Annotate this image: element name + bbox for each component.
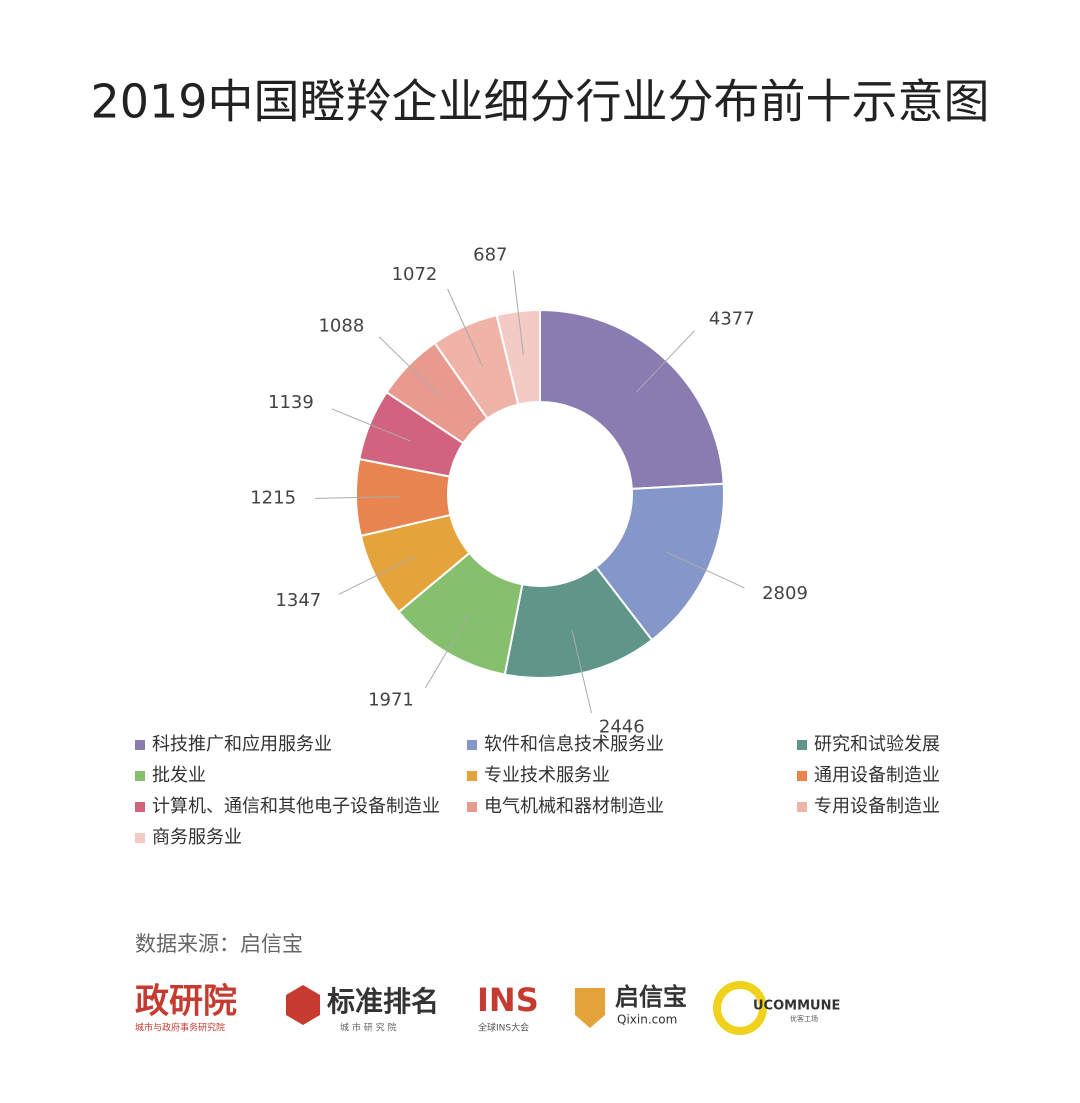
legend-label: 专业技术服务业 — [484, 765, 610, 786]
legend-label: 科技推广和应用服务业 — [152, 734, 332, 755]
data-label: 1072 — [392, 264, 438, 285]
chart-title: 2019中国瞪羚企业细分行业分布前十示意图 — [90, 75, 989, 129]
legend-label: 商务服务业 — [152, 827, 242, 848]
leader-line — [338, 556, 415, 595]
legend-label: 软件和信息技术服务业 — [484, 734, 664, 755]
legend-swatch — [135, 833, 145, 843]
leader-line — [447, 288, 483, 367]
data-label: 2809 — [762, 583, 808, 604]
logo-subtext: 城市与政府事务研究院 — [135, 1022, 225, 1034]
data-label: 1139 — [268, 392, 314, 413]
data-label: 4377 — [709, 309, 755, 330]
legend-swatch — [467, 802, 477, 812]
legend-swatch — [135, 802, 145, 812]
legend-label: 专用设备制造业 — [814, 796, 940, 817]
legend-label: 计算机、通信和其他电子设备制造业 — [152, 796, 440, 817]
logo-subtext: 优客工场 — [790, 1014, 818, 1023]
donut-slice — [539, 308, 725, 490]
logo-subtext: 城 市 研 究 院 — [340, 1022, 396, 1034]
logo-text: 政研院 — [135, 982, 237, 1022]
leader-line — [425, 614, 470, 688]
source-note: 数据来源：启信宝 — [135, 932, 303, 956]
leader-line — [635, 330, 695, 393]
logo-text: 标准排名 — [327, 985, 439, 1018]
leader-line — [512, 270, 524, 356]
data-label: 1347 — [275, 590, 321, 611]
leader-line — [571, 630, 592, 714]
legend-swatch — [135, 740, 145, 750]
logo-icon — [713, 981, 767, 1035]
legend-label: 通用设备制造业 — [814, 765, 940, 786]
leader-line — [378, 336, 441, 397]
leader-line — [331, 408, 411, 442]
leader-line — [667, 551, 745, 589]
legend-label: 电气机械和器材制造业 — [484, 796, 664, 817]
leader-line — [315, 496, 401, 499]
logo-text: UCOMMUNE — [753, 999, 840, 1014]
legend-label: 批发业 — [152, 765, 206, 786]
legend-swatch — [135, 771, 145, 781]
logo-row: 政研院 城 市 研 究 院 城市与政府事务研究院 标准排名 城 市 研 究 院 … — [135, 981, 840, 1035]
donut-slice — [495, 308, 541, 406]
logo-subtext: 全球INS大会 — [478, 1022, 529, 1034]
legend-swatch — [797, 802, 807, 812]
data-label: 1215 — [250, 488, 296, 509]
data-label: 2446 — [599, 717, 645, 738]
legend-swatch — [797, 771, 807, 781]
logo-subtext: Qixin.com — [617, 1013, 677, 1027]
legend-label: 研究和试验发展 — [814, 734, 940, 755]
data-label: 1971 — [368, 690, 414, 711]
logo-icon — [286, 985, 320, 1025]
legend-swatch — [467, 771, 477, 781]
legend-swatch — [797, 740, 807, 750]
logo-text: INS — [477, 981, 539, 1019]
data-label: 1088 — [318, 315, 364, 336]
logo-text: 启信宝 — [615, 983, 687, 1011]
data-label: 687 — [473, 245, 507, 266]
donut-chart: 4377 2809 2446 1971 1347 1215 1139 1088 1072 687 — [250, 245, 808, 738]
logo-icon — [575, 988, 605, 1028]
legend-swatch — [467, 740, 477, 750]
